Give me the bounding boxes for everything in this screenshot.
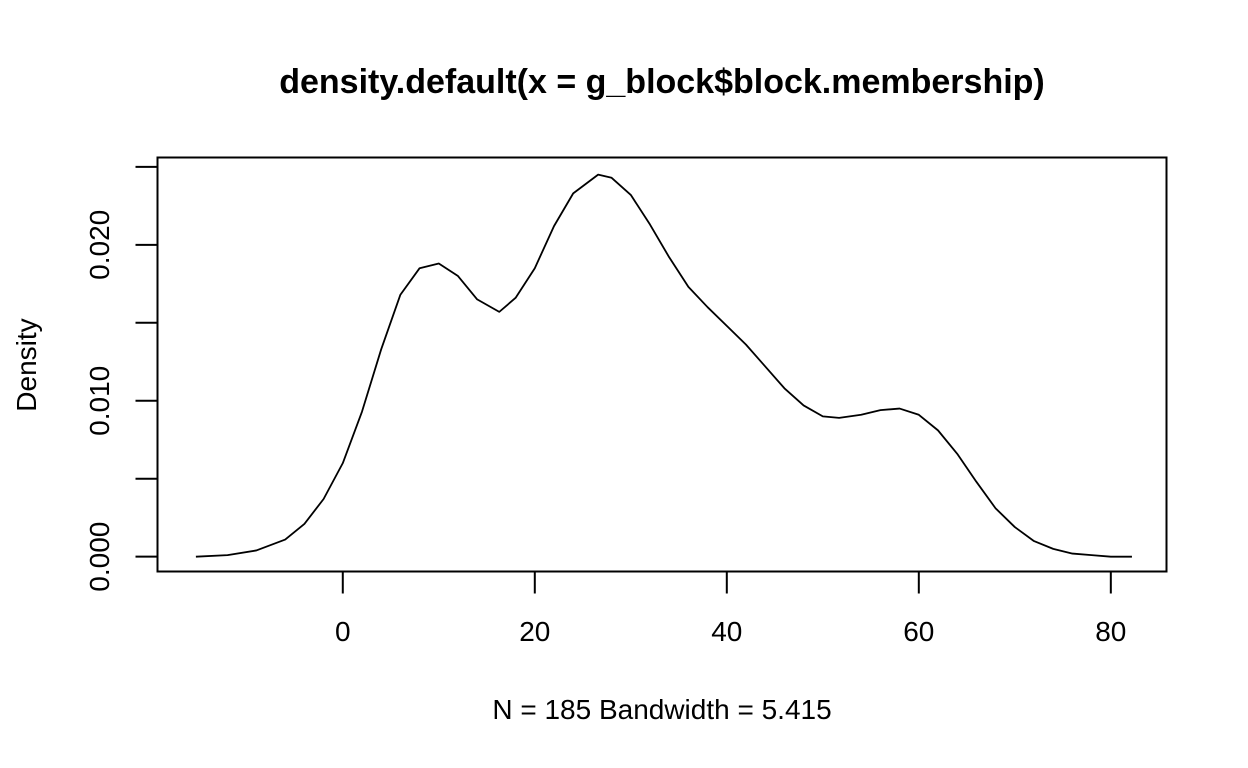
y-axis-label: Density bbox=[11, 318, 42, 411]
x-tick-label: 40 bbox=[711, 616, 742, 647]
x-tick-label: 20 bbox=[519, 616, 550, 647]
y-tick-label: 0.000 bbox=[84, 522, 115, 592]
x-tick-label: 80 bbox=[1095, 616, 1126, 647]
plot-frame bbox=[156, 156, 1168, 573]
chart-title: density.default(x = g_block$block.member… bbox=[279, 63, 1045, 101]
density-curve bbox=[195, 173, 1132, 558]
y-axis: 0.000 0.010 0.020 bbox=[84, 165, 159, 592]
y-tick-label: 0.020 bbox=[84, 210, 115, 280]
y-tick-label: 0.010 bbox=[84, 366, 115, 436]
x-axis: 0 20 40 60 80 bbox=[335, 570, 1126, 647]
x-tick-label: 0 bbox=[335, 616, 351, 647]
x-tick-label: 60 bbox=[903, 616, 934, 647]
x-axis-label: N = 185 Bandwidth = 5.415 bbox=[492, 694, 831, 725]
